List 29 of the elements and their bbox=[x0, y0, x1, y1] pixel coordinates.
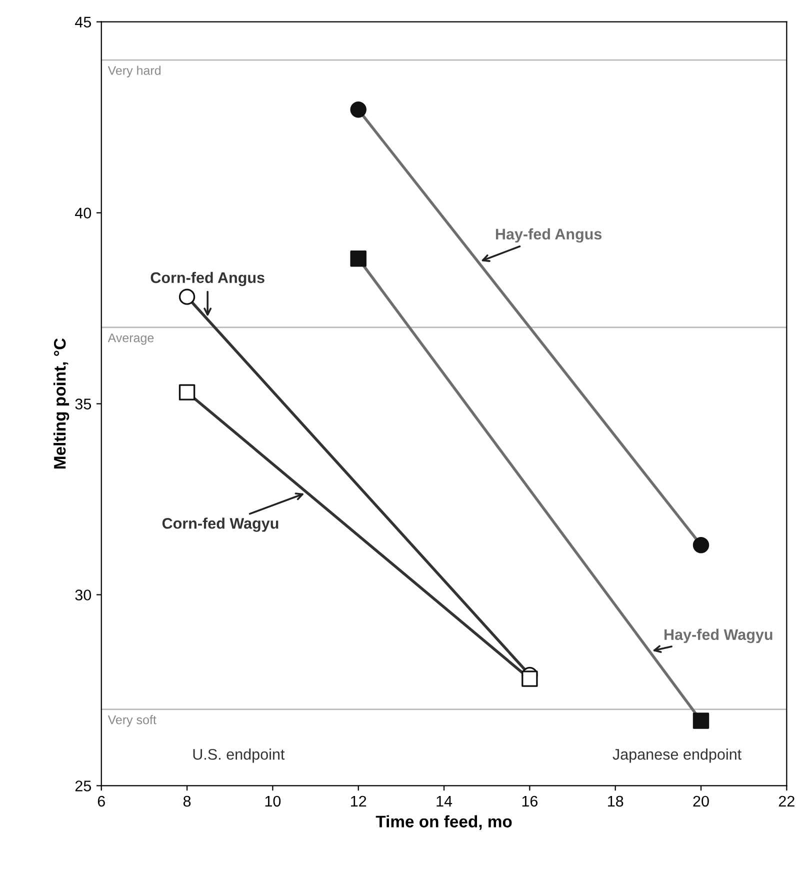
x-tick-label: 6 bbox=[98, 796, 105, 807]
y-tick-label: 45 bbox=[75, 16, 92, 28]
x-tick-label: 14 bbox=[436, 796, 452, 806]
point bbox=[522, 670, 538, 687]
x-tick-label: 10 bbox=[265, 796, 281, 807]
ref-line-label: Very hard bbox=[108, 66, 160, 78]
x-tick-label: 16 bbox=[522, 796, 538, 807]
annotation: U.S. endpoint bbox=[193, 748, 285, 763]
ref-line-label: Very soft bbox=[108, 715, 156, 727]
y-axis-title: Melting point, °C bbox=[53, 338, 70, 468]
y-tick-label: 25 bbox=[75, 780, 92, 792]
text: Corn-fed Wagyu bbox=[162, 518, 278, 532]
y-tick-label: 35 bbox=[75, 398, 92, 410]
x-axis-title: Time on feed, mo bbox=[376, 815, 512, 830]
ref-line-label: Average bbox=[108, 334, 154, 345]
point bbox=[350, 250, 366, 267]
annotation: Japanese endpoint bbox=[612, 748, 742, 763]
x-tick-label: 22 bbox=[778, 796, 794, 806]
y-tick-label: 40 bbox=[75, 208, 92, 218]
point bbox=[692, 712, 710, 729]
x-tick-label: 20 bbox=[693, 796, 709, 807]
x-tick-label: 12 bbox=[351, 796, 366, 806]
y-tick-label: 30 bbox=[75, 590, 92, 600]
series-label: Hay-fed Wagyu bbox=[664, 628, 772, 644]
point bbox=[178, 384, 196, 400]
series-label: Corn-fed Angus bbox=[150, 272, 264, 286]
x-tick-label: 8 bbox=[183, 796, 191, 807]
series-label: Hay-fed Angus bbox=[496, 228, 602, 243]
x-tick-label: 18 bbox=[608, 796, 624, 807]
